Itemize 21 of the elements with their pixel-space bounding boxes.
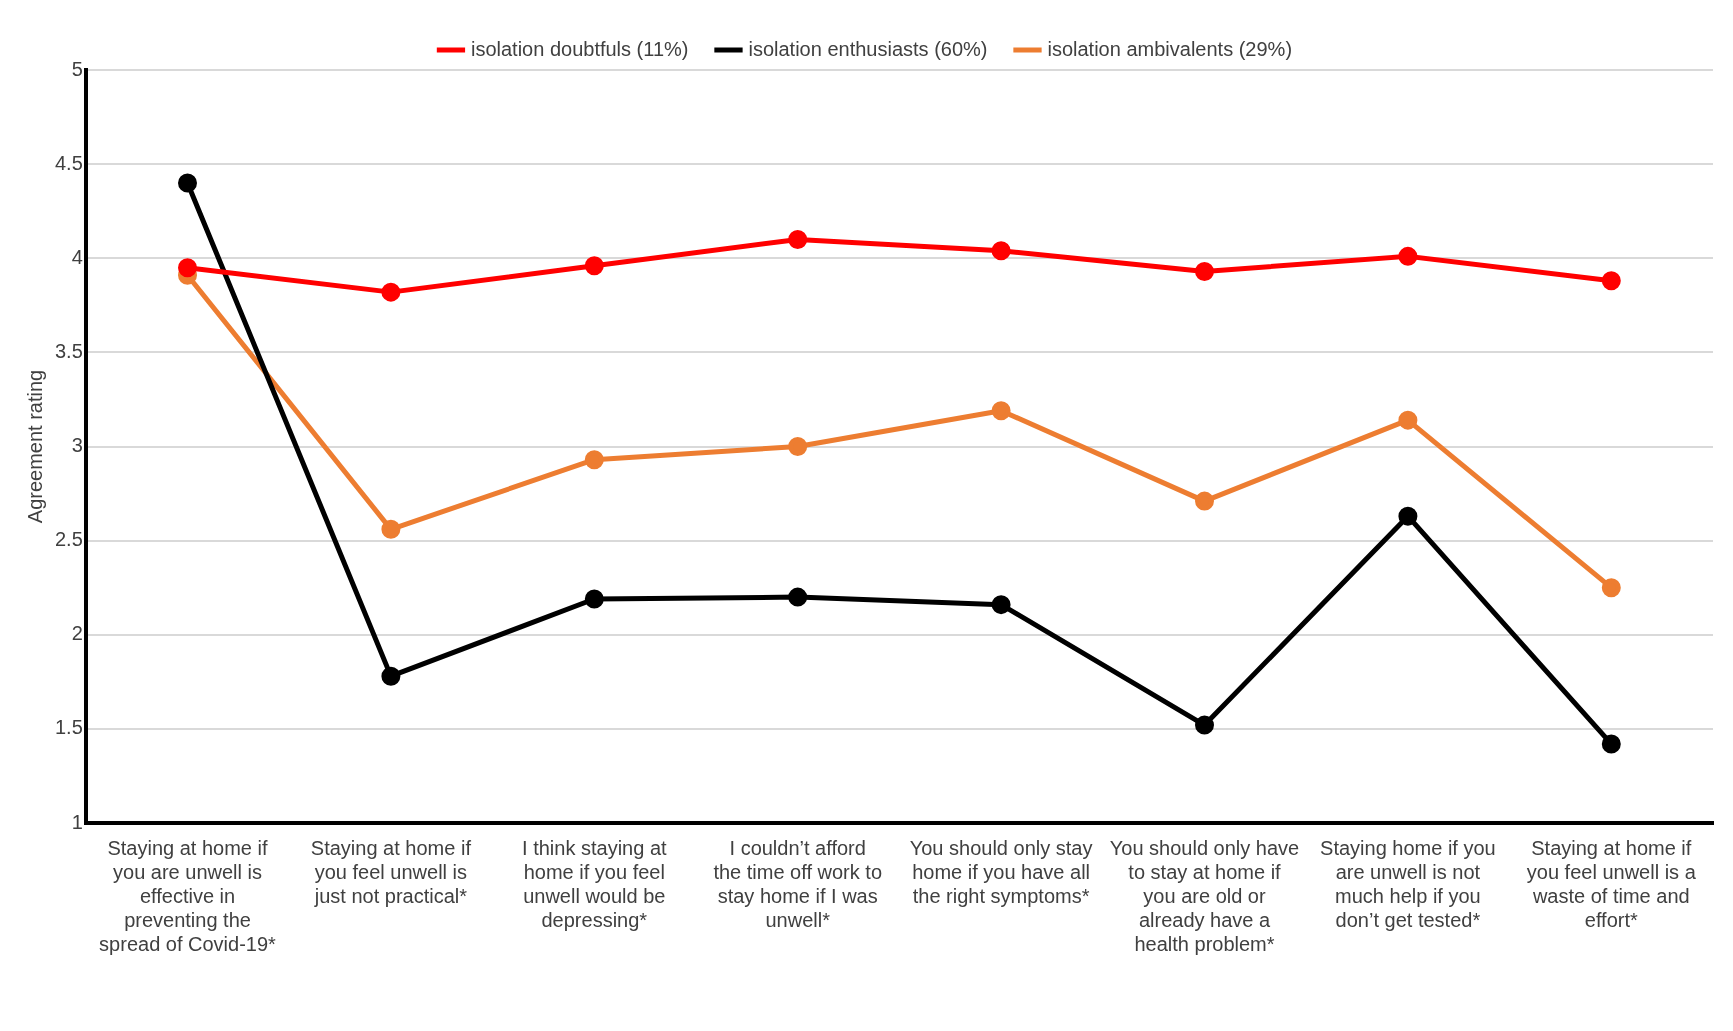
x-tick-label: Staying home if you are unwell is not much help if you don’t get tested* [1320, 836, 1496, 931]
legend-label: isolation enthusiasts (60%) [748, 37, 988, 60]
x-tick-label: Staying at home if you feel unwell is a waste of time and effort* [1526, 836, 1697, 931]
y-tick-label: 3 [71, 434, 83, 457]
x-tick-label: You should only have to stay at home if you are old or already have a health problem* [1109, 836, 1300, 955]
x-tick-label: I think staying at home if you feel unwell would be depressing* [522, 836, 667, 931]
y-tick-label: 5 [71, 57, 83, 80]
legend-label: isolation ambivalents (29%) [1047, 37, 1293, 60]
x-tick-label: You should only stay home if you have all the right symptoms* [909, 836, 1093, 907]
y-tick-label: 2 [71, 622, 83, 645]
y-tick-label: 4.5 [54, 151, 83, 174]
y-tick-label: 3.5 [54, 339, 83, 362]
x-tick-label: I couldn’t afford the time off work to stay home if I was unwell* [713, 836, 882, 931]
y-tick-label: 4 [71, 245, 83, 268]
legend-label: isolation doubtfuls (11%) [470, 37, 689, 60]
y-tick-label: 1 [71, 810, 83, 833]
y-tick-label: 2.5 [54, 528, 83, 551]
y-tick-label: 1.5 [54, 716, 83, 739]
x-tick-label: Staying at home if you are unwell is effective in preventing the spread of Covid-19* [99, 836, 277, 955]
y-axis-title: Agreement rating [23, 369, 46, 524]
x-tick-label: Staying at home if you feel unwell is just not practical* [310, 836, 472, 907]
